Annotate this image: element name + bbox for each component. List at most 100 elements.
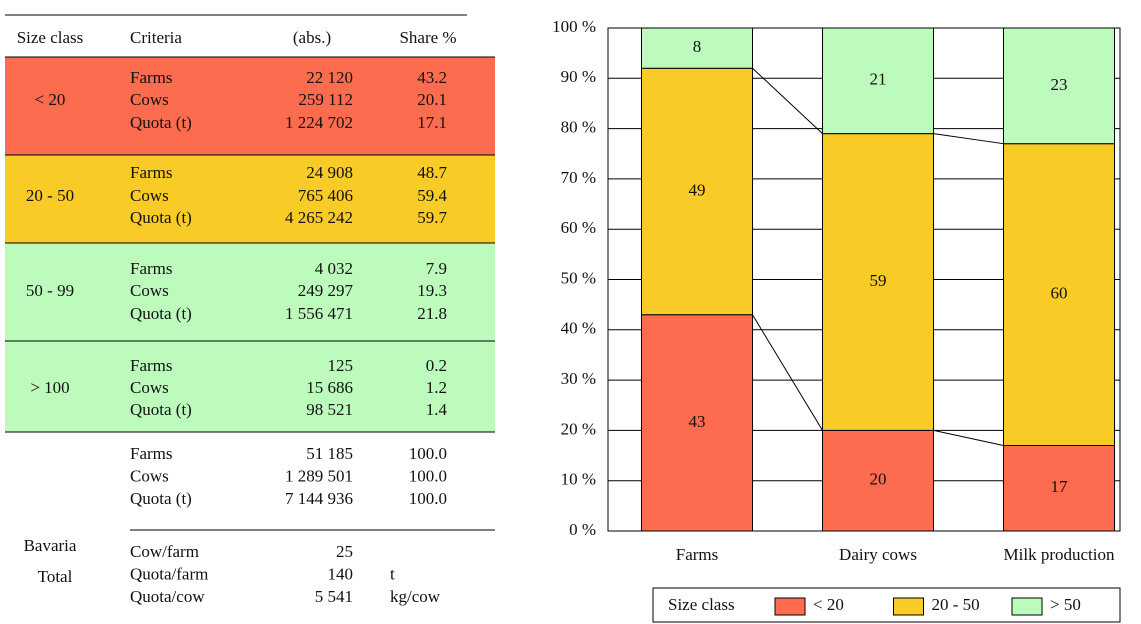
table-cell: Farms <box>130 163 173 182</box>
table-cell: 4 265 242 <box>285 208 353 227</box>
table-cell: 1.2 <box>426 378 447 397</box>
table-cell: 0.2 <box>426 356 447 375</box>
table-cell: 1 289 501 <box>285 466 353 485</box>
table-cell: Quota (t) <box>130 304 192 323</box>
data-label: 49 <box>689 180 706 199</box>
group-band <box>5 155 495 243</box>
bar-segment <box>822 133 934 431</box>
y-tick-label: 10 % <box>561 470 596 489</box>
table-cell: kg/cow <box>390 587 441 606</box>
table-cell: 59.4 <box>417 186 447 205</box>
data-label: 60 <box>1051 283 1068 302</box>
connector <box>752 67 823 134</box>
table-cell: Quota (t) <box>130 113 192 132</box>
bar-segment <box>641 27 753 69</box>
table-cell: 51 185 <box>306 444 353 463</box>
connector <box>933 133 1004 145</box>
data-label: 43 <box>689 412 706 431</box>
table-cell: 1 224 702 <box>285 113 353 132</box>
legend-label: < 20 <box>813 595 844 614</box>
table-cell: 140 <box>328 564 354 583</box>
x-tick-label: Dairy cows <box>839 545 917 564</box>
table-cell: 22 120 <box>306 68 353 87</box>
table-cell: Quota (t) <box>130 208 192 227</box>
legend-swatch <box>774 597 806 616</box>
data-label: 59 <box>870 271 887 290</box>
bar-segment <box>822 429 934 532</box>
total-label: Total <box>38 567 73 586</box>
table-header: Size class <box>17 28 84 47</box>
size-class: 20 - 50 <box>26 186 74 205</box>
table-cell: 4 032 <box>315 259 353 278</box>
table-cell: Quota/farm <box>130 564 208 583</box>
legend-label: > 50 <box>1050 595 1081 614</box>
table-cell: 7 144 936 <box>285 489 353 508</box>
table-cell: Farms <box>130 68 173 87</box>
table-cell: 5 541 <box>315 587 353 606</box>
x-tick-label: Farms <box>676 545 719 564</box>
table-cell: Quota (t) <box>130 489 192 508</box>
group-band <box>5 341 495 432</box>
table-cell: 1 556 471 <box>285 304 353 323</box>
table-cell: Farms <box>130 444 173 463</box>
bar-segment <box>1003 143 1115 446</box>
y-tick-label: 20 % <box>561 419 596 438</box>
legend-label: 20 - 50 <box>932 595 980 614</box>
group-band <box>5 57 495 155</box>
size-class: 50 - 99 <box>26 281 74 300</box>
x-tick-label: Milk production <box>1004 545 1115 564</box>
y-tick-label: 70 % <box>561 168 596 187</box>
table-cell: 259 112 <box>298 90 353 109</box>
size-class: > 100 <box>30 378 69 397</box>
table-cell: 15 686 <box>306 378 353 397</box>
connector <box>752 314 823 431</box>
bar-segment <box>1003 27 1115 145</box>
group-band <box>5 243 495 341</box>
data-label: 21 <box>870 70 887 89</box>
y-tick-label: 100 % <box>552 17 596 36</box>
y-tick-label: 30 % <box>561 369 596 388</box>
table-cell: Cows <box>130 281 169 300</box>
table-cell: 98 521 <box>306 400 353 419</box>
table-cell: Cows <box>130 186 169 205</box>
table-cell: Cows <box>130 378 169 397</box>
table-cell: 765 406 <box>298 186 353 205</box>
bar-segment <box>641 314 753 532</box>
legend-swatch <box>893 597 924 616</box>
table-cell: 1.4 <box>426 400 448 419</box>
connector <box>933 429 1004 446</box>
table-cell: Cow/farm <box>130 542 199 561</box>
legend-swatch <box>1011 597 1043 616</box>
table-cell: Farms <box>130 259 173 278</box>
table-cell: 21.8 <box>417 304 447 323</box>
table-cell: Quota/cow <box>130 587 205 606</box>
table-cell: 19.3 <box>417 281 447 300</box>
y-tick-label: 0 % <box>569 520 596 539</box>
size-class: < 20 <box>35 90 66 109</box>
total-label: Bavaria <box>24 536 77 555</box>
bar-segment <box>822 27 934 135</box>
table-cell: 7.9 <box>426 259 447 278</box>
data-label: 20 <box>870 470 887 489</box>
table-header: Share % <box>399 28 456 47</box>
y-tick-label: 90 % <box>561 67 596 86</box>
table-cell: 59.7 <box>417 208 447 227</box>
table-cell: Quota (t) <box>130 400 192 419</box>
data-label: 8 <box>693 37 702 56</box>
table-cell: 100.0 <box>409 466 447 485</box>
data-label: 17 <box>1051 477 1069 496</box>
table-cell: 20.1 <box>417 90 447 109</box>
table-cell: 48.7 <box>417 163 447 182</box>
table-header: (abs.) <box>293 28 331 47</box>
y-tick-label: 80 % <box>561 118 596 137</box>
table-cell: Cows <box>130 466 169 485</box>
table-cell: 125 <box>328 356 354 375</box>
bar-segment <box>1003 444 1115 532</box>
table-cell: 100.0 <box>409 489 447 508</box>
y-tick-label: 60 % <box>561 218 596 237</box>
table-header: Criteria <box>130 28 182 47</box>
table-cell: Cows <box>130 90 169 109</box>
table-cell: 17.1 <box>417 113 447 132</box>
data-label: 23 <box>1051 75 1068 94</box>
